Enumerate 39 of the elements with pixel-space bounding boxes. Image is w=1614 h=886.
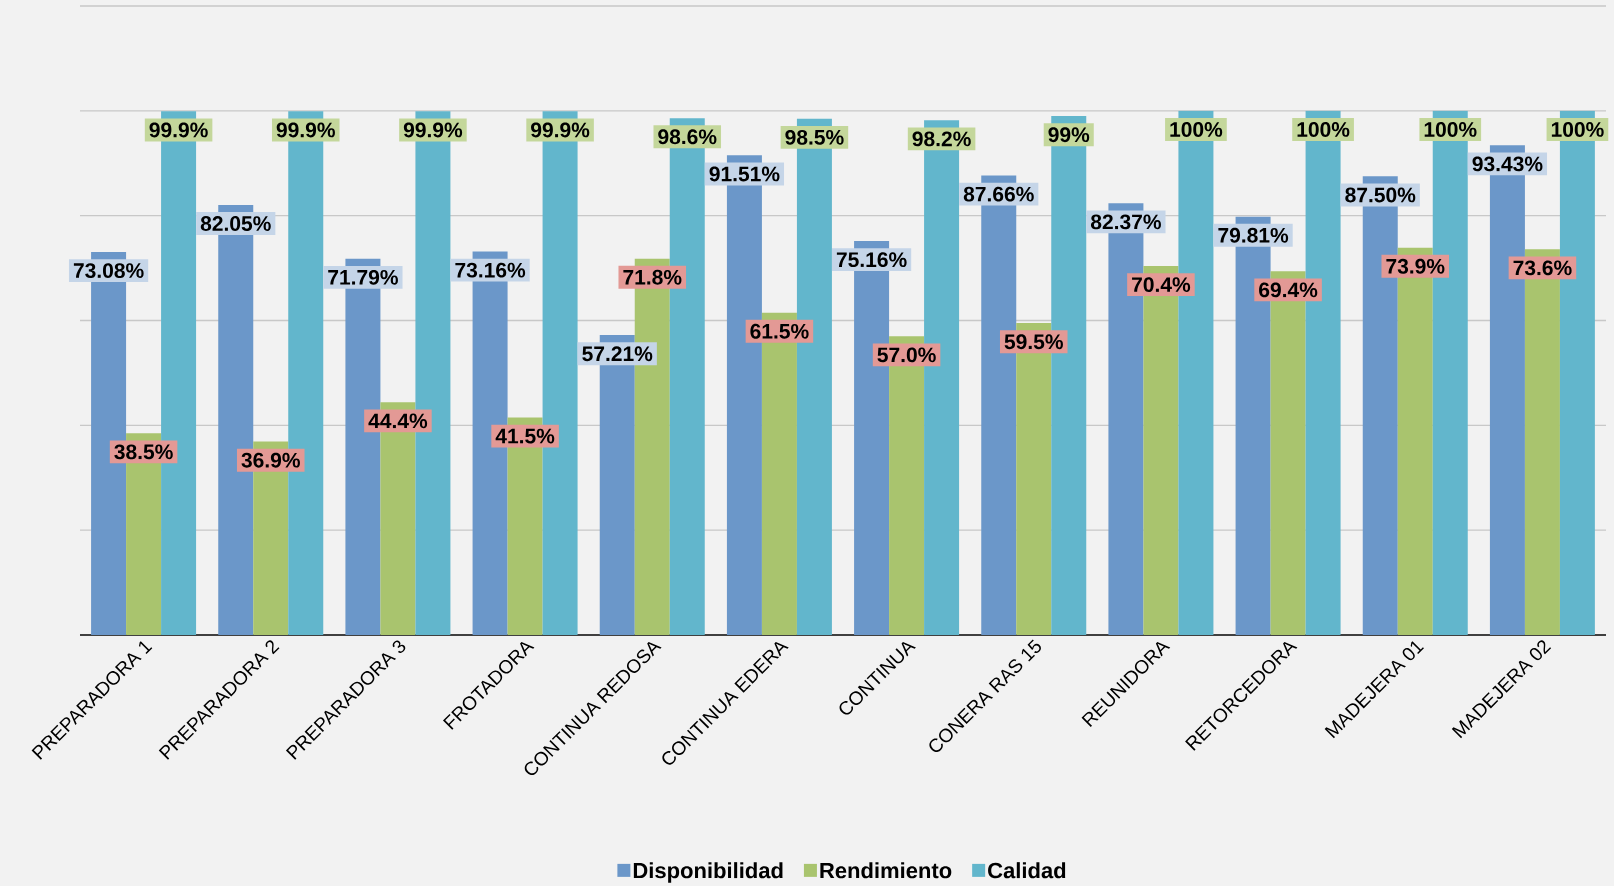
data-label: 36.9% (241, 452, 300, 468)
data-label: 100% (1424, 122, 1477, 137)
data-label: 82.05% (200, 216, 271, 231)
data-label: 100% (1551, 122, 1604, 137)
data-label: 57.21% (582, 346, 653, 362)
data-label: 59.5% (1004, 334, 1063, 350)
data-label: 70.4% (1132, 277, 1191, 293)
legend-label: Disponibilidad (633, 862, 783, 883)
data-label: 41.5% (495, 428, 555, 444)
data-label: 98.6% (658, 129, 717, 145)
data-label: 73.6% (1513, 260, 1572, 276)
legend-label: Calidad (988, 862, 1066, 879)
legend-label: Rendimiento (820, 862, 952, 879)
data-label: 79.81% (1218, 227, 1289, 243)
data-label: 71.79% (328, 269, 398, 285)
data-label: 98.2% (912, 131, 971, 147)
data-label: 69.4% (1259, 282, 1318, 298)
data-label: 73.16% (455, 262, 526, 278)
data-label: 98.5% (785, 129, 844, 145)
data-label: 87.66% (963, 186, 1034, 202)
data-label: 57.0% (877, 347, 936, 363)
data-label: 73.9% (1386, 258, 1445, 274)
data-label: 99.9% (531, 122, 590, 138)
data-label: 91.51% (709, 166, 780, 182)
data-label: 73.08% (73, 263, 144, 279)
data-label: 99% (1048, 127, 1090, 143)
data-label: 75.16% (836, 252, 907, 268)
data-label: 44.4% (368, 413, 428, 429)
data-label: 99.9% (403, 122, 463, 138)
data-label: 82.37% (1090, 214, 1161, 230)
data-label: 100% (1170, 122, 1223, 137)
data-label: 99.9% (149, 122, 208, 138)
data-label: 100% (1297, 122, 1350, 137)
data-label: 87.50% (1345, 187, 1416, 203)
data-label: 38.5% (114, 444, 173, 460)
data-label: 71.8% (623, 269, 682, 285)
data-label: 93.43% (1472, 156, 1543, 172)
data-label: 61.5% (750, 323, 809, 339)
data-label: 99.9% (276, 122, 335, 138)
